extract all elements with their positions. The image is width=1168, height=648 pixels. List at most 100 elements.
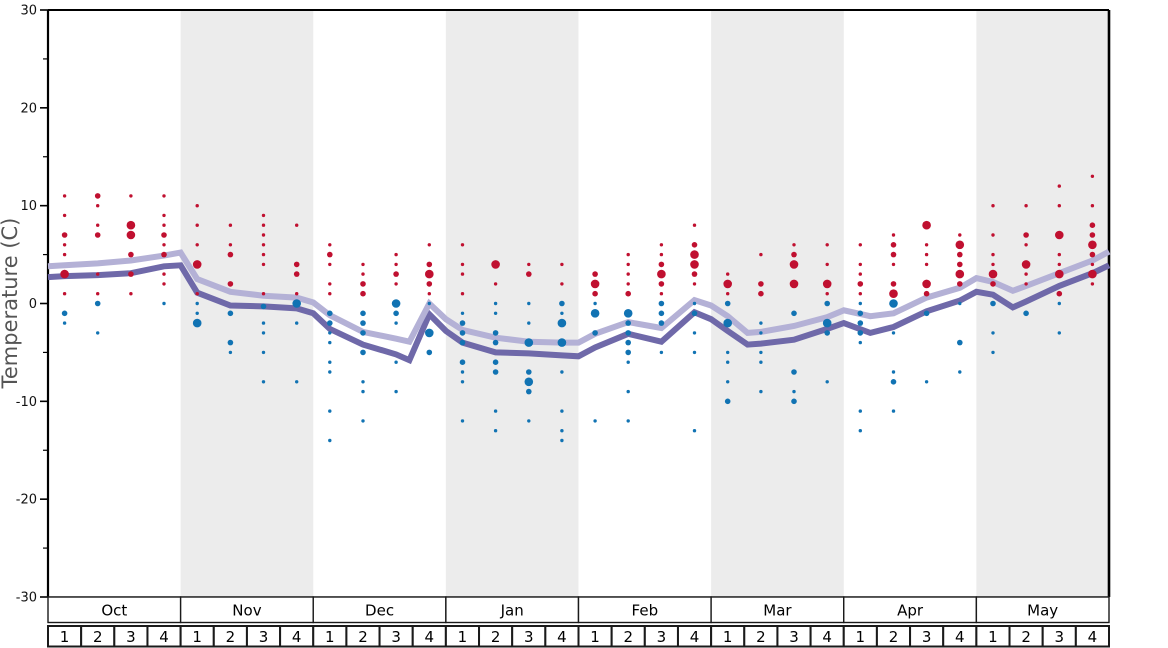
min-temp-dot	[625, 339, 631, 346]
max-temp-dot	[758, 290, 764, 297]
max-temp-dot	[62, 292, 67, 296]
week-label: 3	[657, 628, 667, 646]
month-cell-feb	[577, 596, 712, 624]
min-temp-dot	[590, 309, 600, 318]
min-temp-dot	[492, 359, 499, 366]
min-temp-dot	[625, 349, 631, 356]
min-temp-dot	[857, 330, 864, 336]
min-temp-dot	[360, 320, 366, 326]
max-temp-dot	[924, 243, 929, 247]
max-temp-dot	[394, 282, 398, 286]
min-temp-dot	[426, 349, 433, 356]
min-temp-dot	[361, 389, 365, 394]
max-temp-dot	[460, 292, 465, 296]
min-temp-dot	[394, 389, 398, 394]
max-temp-dot	[923, 290, 930, 297]
max-temp-dot	[924, 252, 929, 257]
min-temp-dot	[759, 389, 763, 394]
min-temp-dot	[391, 299, 401, 308]
max-temp-dot	[791, 251, 797, 258]
min-temp-dot	[958, 370, 962, 374]
min-temp-dot	[327, 310, 333, 317]
max-temp-dot	[491, 260, 500, 269]
week-label: 4	[690, 628, 700, 646]
min-temp-dot	[658, 320, 665, 326]
max-temp-dot	[393, 271, 399, 277]
max-temp-dot	[1057, 184, 1062, 188]
max-temp-dot	[126, 220, 136, 230]
min-temp-dot	[524, 377, 534, 387]
max-temp-dot	[659, 252, 664, 257]
y-tick-label: 0	[29, 297, 37, 312]
max-temp-dot	[493, 282, 498, 286]
week-label: 4	[425, 628, 435, 646]
max-temp-dot	[295, 292, 299, 296]
min-temp-dots	[61, 299, 1062, 443]
max-temp-dot	[891, 262, 896, 267]
max-temp-dot	[1057, 252, 1062, 257]
min-temp-dot	[162, 301, 166, 306]
min-temp-dot	[360, 349, 366, 356]
min-temp-dot	[560, 311, 564, 315]
max-temp-dot	[1057, 262, 1062, 267]
max-temp-dot	[891, 233, 896, 237]
max-temp-dot	[955, 240, 965, 250]
min-temp-dot	[228, 350, 233, 355]
y-tick-label: -20	[16, 493, 37, 508]
min-temp-dot	[857, 310, 864, 317]
axis-layer: 30 20 10 0 -10 -20 -30	[16, 4, 1111, 606]
max-temp-dot	[527, 262, 531, 267]
min-temp-dot	[526, 388, 532, 395]
max-temp-dot	[692, 223, 697, 227]
max-temp-dot	[128, 271, 134, 277]
min-temp-dot	[991, 350, 995, 355]
min-temp-dot	[658, 310, 665, 317]
max-temp-dot	[955, 269, 965, 279]
min-temp-dot	[759, 350, 763, 355]
min-temp-dot	[560, 370, 564, 374]
min-temp-dot	[726, 350, 730, 355]
week-label: 3	[259, 628, 269, 646]
min-temp-dot	[825, 380, 829, 384]
min-temp-dot	[759, 331, 763, 335]
min-temp-dot	[557, 318, 567, 328]
min-temp-dot	[791, 398, 797, 405]
min-temp-dot	[195, 301, 199, 306]
min-temp-dot	[1057, 331, 1062, 335]
max-temp-dot	[227, 251, 234, 258]
month-cell-mar	[710, 596, 845, 624]
max-temp-dot	[690, 250, 699, 259]
min-temp-dot	[625, 330, 631, 336]
max-temp-dot	[460, 243, 465, 247]
max-temp-dot	[592, 290, 598, 297]
min-temp-dot	[723, 318, 732, 328]
min-temp-dot	[593, 301, 597, 306]
max-temp-dot	[361, 262, 365, 267]
min-temp-dot	[557, 338, 567, 347]
min-temp-dot	[492, 369, 499, 375]
month-band-mar	[711, 10, 844, 597]
max-temp-dot	[328, 243, 332, 247]
week-label: 3	[524, 628, 534, 646]
max-temp-dot	[1021, 260, 1031, 269]
min-temp-dot	[890, 379, 897, 385]
max-temp-dot	[1090, 262, 1095, 267]
max-temp-dot	[890, 251, 897, 258]
min-temp-dot	[822, 318, 832, 328]
max-temp-dot	[789, 279, 799, 289]
min-temp-dot	[459, 330, 466, 336]
max-temp-dot	[825, 292, 829, 296]
min-temp-dot	[691, 310, 698, 317]
min-temp-dot	[394, 321, 398, 325]
max-temp-dot	[162, 272, 166, 276]
month-cell-nov	[179, 596, 314, 624]
min-temp-dot	[62, 321, 67, 325]
max-temp-dot	[626, 252, 630, 257]
max-temp-dot	[261, 252, 266, 257]
min-temp-dot	[658, 300, 665, 307]
max-temp-dot	[1056, 290, 1063, 297]
min-temp-dot	[493, 429, 498, 433]
max-temp-dot	[228, 243, 233, 247]
max-temp-dot	[227, 281, 234, 287]
y-tick-label: 30	[20, 4, 37, 19]
